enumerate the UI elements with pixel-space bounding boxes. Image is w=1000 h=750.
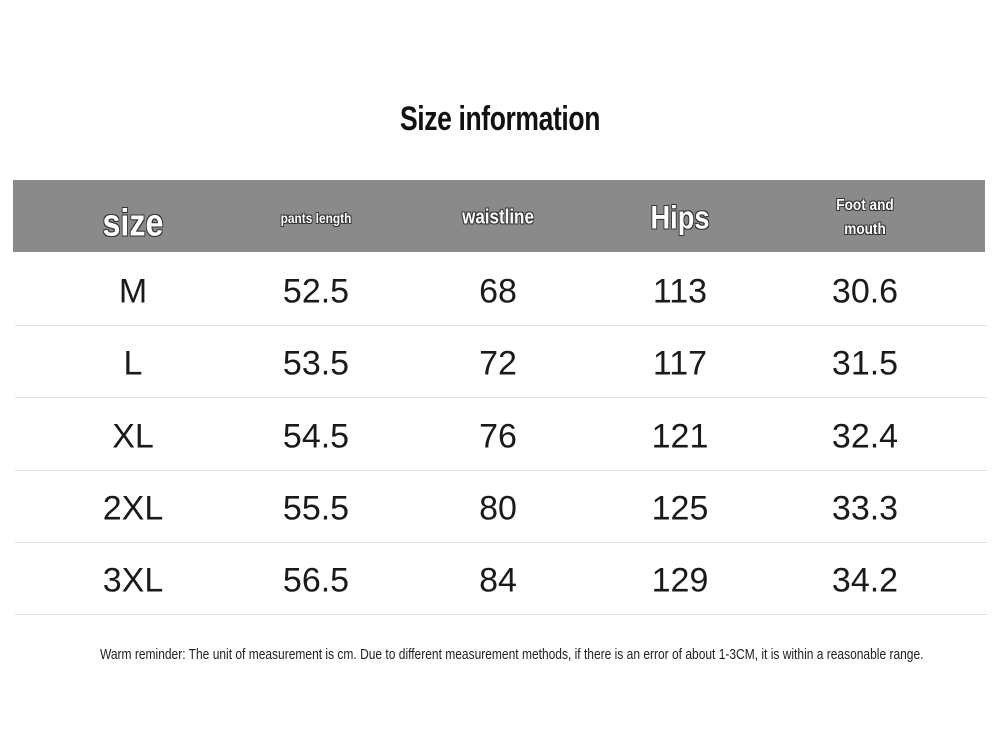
data-cell: 2XL [102,489,164,528]
data-cell: 117 [652,344,708,383]
header-cell: Hips [650,199,710,236]
data-cell: 72 [479,344,517,383]
data-cell: 30.6 [831,272,899,311]
data-cell: 52.5 [282,272,350,311]
data-cell: M [118,272,148,311]
data-cell: 53.5 [282,344,350,383]
data-cell: 34.2 [831,561,899,600]
data-cell: 76 [479,417,517,456]
data-cell: 32.4 [831,417,899,456]
data-cell: 55.5 [282,489,350,528]
data-cell: 129 [651,561,709,600]
data-cell: 84 [479,561,517,600]
header-cell: Foot and mouth [836,197,894,238]
row-divider [15,542,987,543]
title: Size information [399,100,601,138]
header-band [13,180,985,252]
data-cell: 125 [651,489,709,528]
header-cell: pants length [280,210,352,226]
data-cell: 31.5 [831,344,899,383]
row-divider [15,614,987,615]
data-cell: 80 [479,489,517,528]
data-cell: 33.3 [831,489,899,528]
row-divider [15,325,987,326]
footnote: Warm reminder: The unit of measurement i… [100,646,924,663]
row-divider [15,397,987,398]
header-cell: size [102,202,164,245]
data-cell: L [123,344,143,383]
data-cell: 56.5 [282,561,350,600]
data-cell: 3XL [102,561,164,600]
header-cell: waistline [462,206,534,229]
data-cell: 68 [479,272,517,311]
data-cell: 54.5 [282,417,350,456]
row-divider [15,470,987,471]
data-cell: XL [112,417,154,456]
data-cell: 121 [651,417,709,456]
data-cell: 113 [652,272,708,311]
